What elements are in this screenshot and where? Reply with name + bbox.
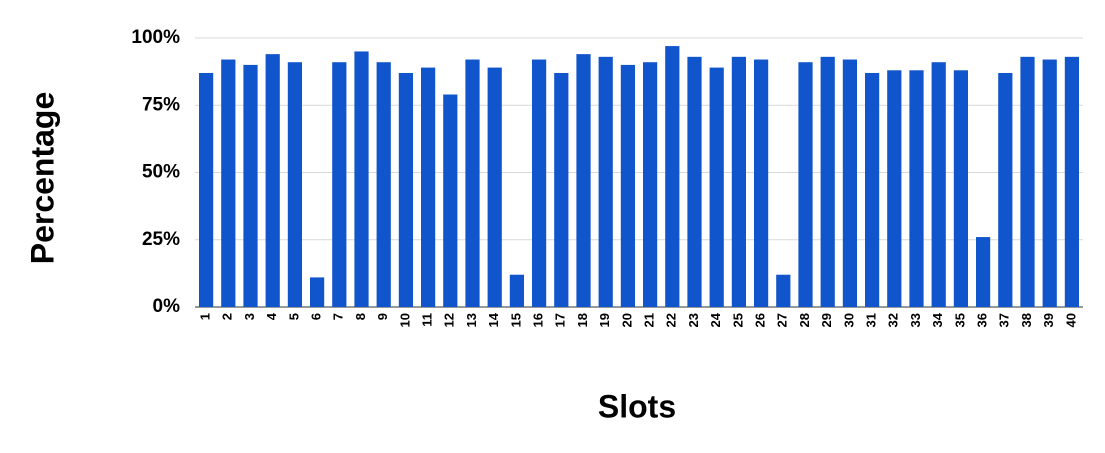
x-tick-label: 10: [397, 313, 412, 327]
bar: [265, 54, 280, 307]
x-tick-label: 27: [775, 313, 790, 327]
bar: [931, 62, 946, 308]
x-tick-label: 18: [575, 313, 590, 327]
bar: [1020, 56, 1035, 307]
bar: [953, 70, 969, 307]
x-tick-label: 5: [286, 313, 301, 320]
x-tick-label: 38: [1019, 313, 1034, 327]
bar: [332, 62, 347, 308]
bar: [576, 54, 591, 307]
x-tick-label: 31: [864, 313, 879, 327]
bar: [287, 62, 303, 308]
bar: [221, 59, 236, 307]
x-tick-label: 6: [309, 313, 324, 320]
x-tick-label: 32: [886, 313, 901, 327]
bar: [354, 51, 369, 308]
x-tick-label: 4: [264, 312, 279, 320]
bar: [709, 67, 724, 307]
bar: [531, 59, 547, 307]
bar: [509, 274, 525, 307]
y-tick-label: 100%: [131, 27, 180, 48]
bar: [665, 46, 680, 307]
x-tick-label: 30: [841, 313, 856, 327]
x-tick-label: 17: [553, 313, 568, 327]
x-tick-label: 36: [975, 313, 990, 327]
x-tick-label: 11: [420, 313, 435, 327]
x-tick-label: 23: [686, 313, 701, 327]
x-axis-title: Slots: [598, 388, 676, 424]
x-tick-label: 8: [353, 313, 368, 320]
bar: [842, 59, 858, 307]
bar: [864, 72, 880, 307]
y-axis-title: Percentage: [24, 92, 60, 265]
bar: [798, 62, 813, 308]
x-tick-label: 39: [1041, 313, 1056, 327]
y-tick-label: 75%: [142, 94, 180, 115]
bar: [1064, 56, 1080, 307]
x-tick-label: 40: [1063, 313, 1078, 327]
x-tick-label: 26: [753, 313, 768, 327]
x-tick-label: 19: [597, 313, 612, 327]
bar: [998, 72, 1013, 307]
bar: [731, 56, 747, 307]
x-tick-label: 29: [819, 313, 834, 327]
x-tick-label: 35: [952, 313, 967, 327]
bar: [398, 72, 414, 307]
x-tick-label: 9: [375, 313, 390, 320]
x-tick-label: 20: [619, 313, 634, 327]
x-tick-label: 21: [642, 313, 657, 327]
x-tick-label: 3: [242, 313, 257, 320]
x-tick-label: 16: [531, 313, 546, 327]
x-tick-label: 24: [708, 312, 723, 327]
bar: [198, 72, 214, 307]
bar: [620, 64, 636, 308]
bar: [420, 67, 436, 307]
bar: [243, 64, 258, 308]
x-tick-label: 2: [220, 313, 235, 320]
x-tick-label: 34: [930, 312, 945, 327]
bar: [554, 72, 569, 307]
x-tick-label: 1: [198, 313, 213, 320]
bar: [465, 59, 480, 307]
x-tick-label: 7: [331, 313, 346, 320]
bar: [598, 56, 613, 307]
bar: [376, 62, 391, 308]
x-tick-label: 25: [730, 313, 745, 327]
y-tick-label: 50%: [142, 162, 180, 183]
x-tick-label: 22: [664, 313, 679, 327]
bar: [487, 67, 502, 307]
bar: [642, 62, 658, 308]
bar: [820, 56, 835, 307]
x-tick-label: 28: [797, 313, 812, 327]
bar: [887, 70, 902, 307]
bar: [975, 237, 991, 307]
x-tick-label: 15: [508, 313, 523, 327]
y-tick-label: 0%: [153, 296, 181, 317]
bar: [1042, 59, 1057, 307]
x-tick-label: 12: [442, 313, 457, 327]
bar: [909, 70, 924, 307]
y-tick-label: 25%: [142, 229, 180, 250]
bar: [443, 94, 458, 308]
x-tick-label: 14: [486, 312, 501, 327]
bar: [753, 59, 769, 307]
x-tick-label: 33: [908, 313, 923, 327]
x-tick-label: 37: [997, 313, 1012, 327]
bar: [309, 277, 325, 307]
x-tick-label: 13: [464, 313, 479, 327]
bar: [776, 274, 791, 307]
bar: [687, 56, 702, 307]
